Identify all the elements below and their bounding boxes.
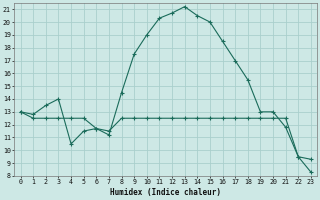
X-axis label: Humidex (Indice chaleur): Humidex (Indice chaleur)	[110, 188, 221, 197]
